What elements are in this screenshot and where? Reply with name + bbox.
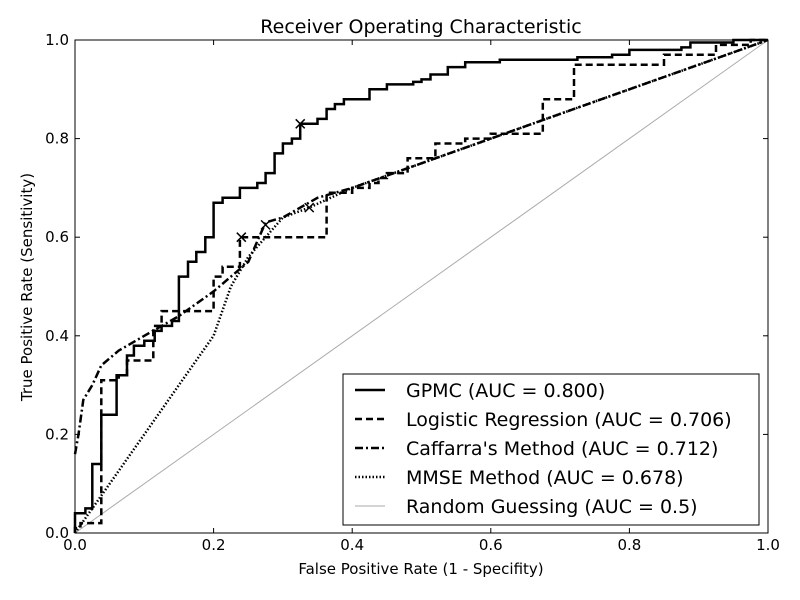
y-axis-label: True Positive Rate (Sensitivity) [18, 173, 36, 402]
legend-label-4: Random Guessing (AUC = 0.5) [406, 496, 698, 518]
x-axis-label: False Positive Rate (1 - Specifity) [298, 560, 543, 578]
plot-area [73, 38, 769, 534]
legend-label-3: MMSE Method (AUC = 0.678) [406, 467, 684, 489]
y-tick-label: 0.4 [45, 327, 69, 345]
y-tick-label: 1.0 [45, 31, 69, 49]
legend: GPMC (AUC = 0.800) Logistic Regression (A… [342, 373, 760, 526]
legend-label-1: Logistic Regression (AUC = 0.706) [406, 409, 732, 431]
x-tick-label: 0.4 [340, 536, 364, 554]
axis-ticks: 0.0 0.2 0.4 0.6 0.8 1.0 0.0 0.2 0.4 0.6 0.8 1.0 [45, 31, 780, 554]
y-tick-label: 0.6 [45, 228, 69, 246]
y-tick-label: 0.0 [45, 524, 69, 542]
x-tick-label: 1.0 [756, 536, 780, 554]
x-tick-label: 0.0 [63, 536, 87, 554]
threshold-marker-3 [304, 202, 315, 213]
y-tick-label: 0.2 [45, 425, 69, 443]
series-line-2 [73, 38, 769, 455]
series-line-4 [74, 39, 769, 534]
x-tick-label: 0.2 [202, 536, 226, 554]
chart-title: Receiver Operating Characteristic [260, 16, 581, 38]
legend-label-2: Caffarra's Method (AUC = 0.712) [406, 438, 718, 460]
threshold-marker-1 [236, 232, 247, 243]
x-tick-label: 0.6 [479, 536, 503, 554]
legend-label-0: GPMC (AUC = 0.800) [406, 380, 605, 402]
y-tick-label: 0.8 [45, 130, 69, 148]
series-line-0 [73, 38, 768, 533]
legend-box [342, 373, 760, 526]
x-tick-label: 0.8 [617, 536, 641, 554]
threshold-marker-0 [295, 118, 306, 129]
plot-frame [74, 39, 769, 534]
